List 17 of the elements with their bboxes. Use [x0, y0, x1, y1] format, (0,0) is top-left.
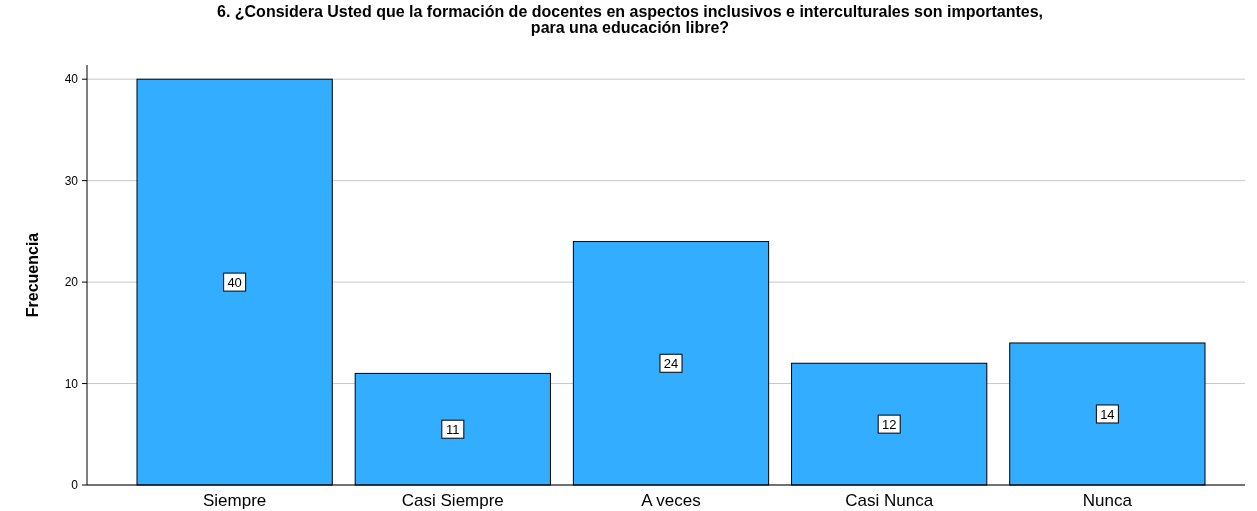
data-label: 12 [881, 417, 897, 433]
y-tick-label: 20 [64, 275, 79, 290]
x-tick-label: Siempre [202, 491, 267, 510]
y-tick-label: 30 [64, 173, 79, 188]
chart-title: 6. ¿Considera Usted que la formación de docentes en aspectos inclusivos e interculturales son importantes, para una educación libre? [217, 3, 1043, 36]
y-axis-title: Frecuencia [24, 232, 41, 318]
y-tick-label: 40 [64, 72, 79, 87]
data-label: 24 [663, 356, 679, 372]
y-tick-label: 0 [71, 478, 79, 492]
x-tick-label: Casi Nunca [845, 491, 934, 510]
y-tick-label: 10 [64, 376, 79, 391]
x-tick-label: Nunca [1082, 491, 1133, 510]
x-tick-label: Casi Siempre [401, 491, 504, 510]
x-tick-label: A veces [641, 491, 701, 510]
data-label: 14 [1100, 406, 1115, 422]
data-label: 11 [446, 422, 460, 438]
data-label: 40 [227, 275, 242, 291]
